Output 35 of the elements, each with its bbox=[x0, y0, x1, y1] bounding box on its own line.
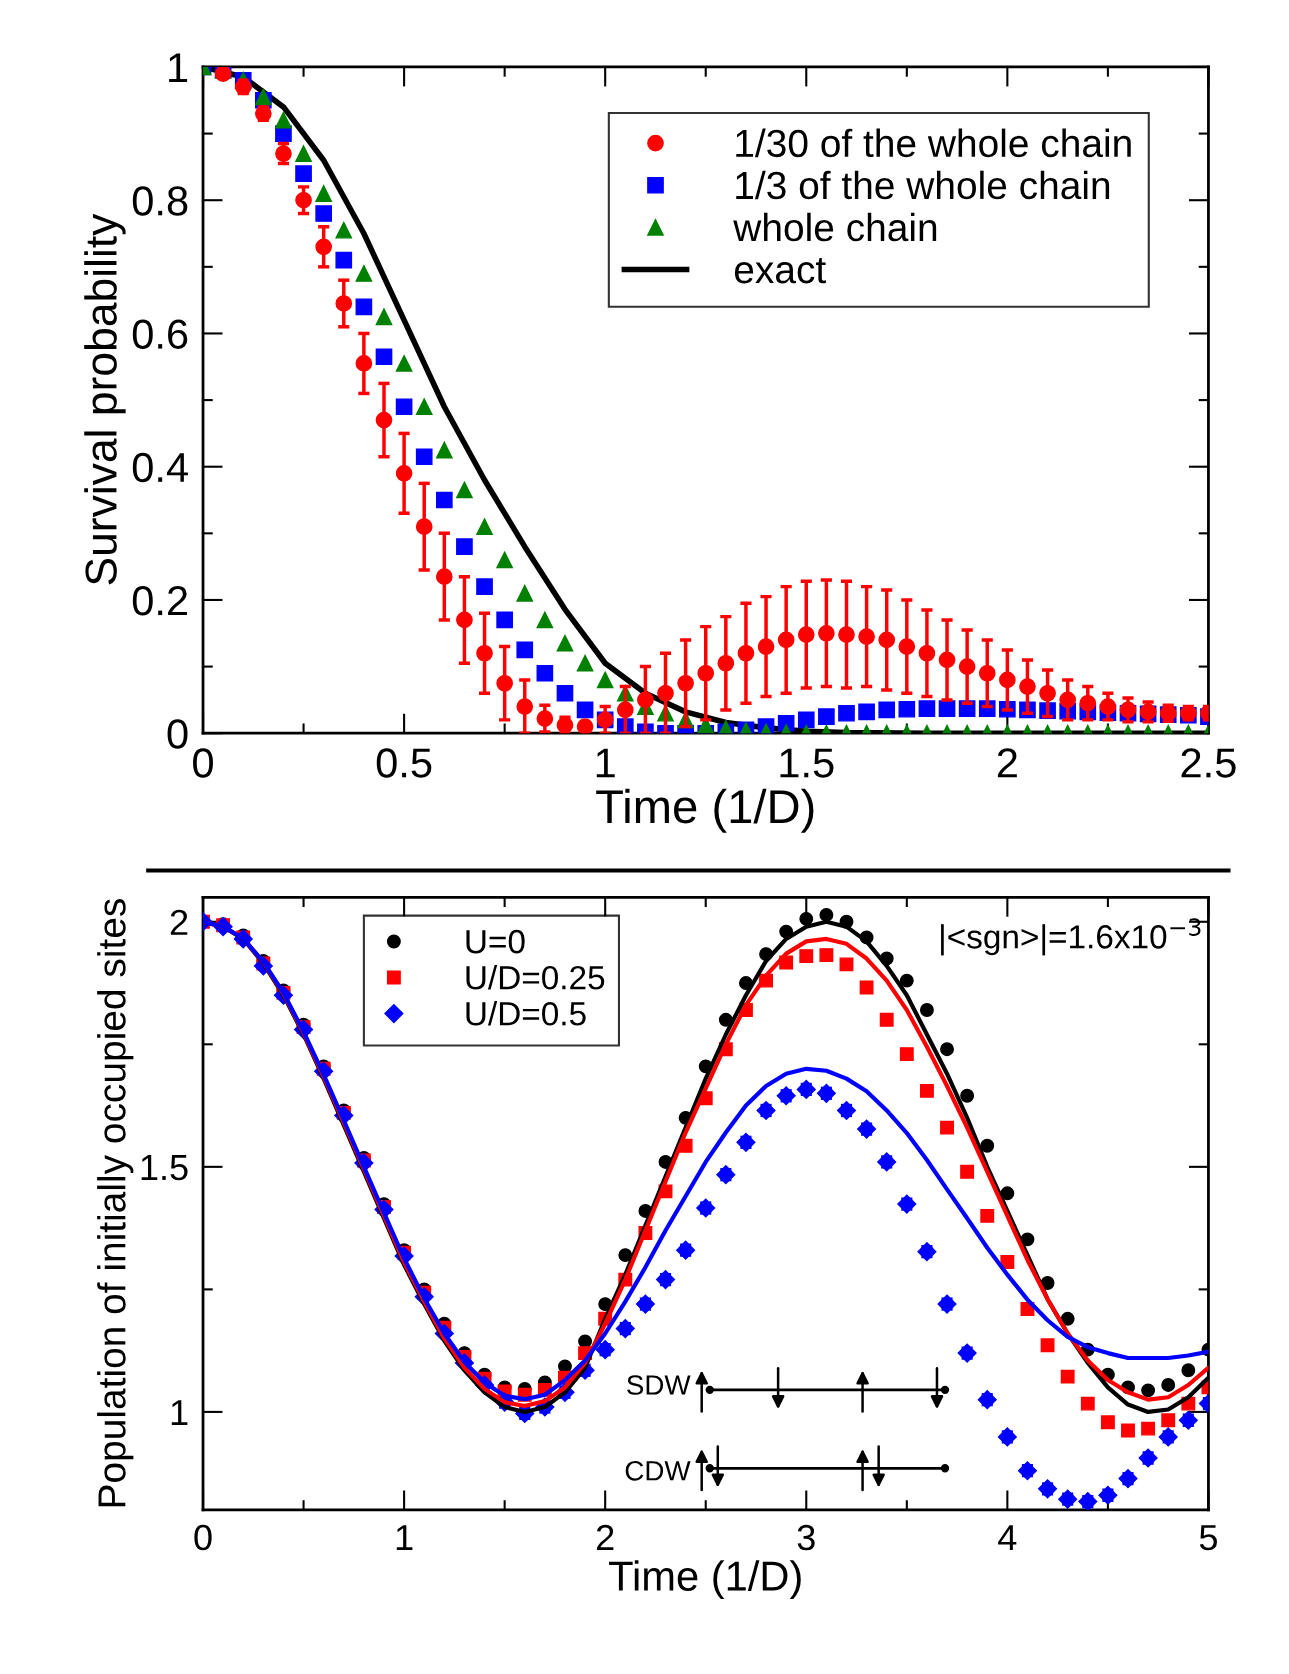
legend-label: 1/30 of the whole chain bbox=[736, 128, 1131, 158]
legend-label: U/D=0.25 bbox=[466, 965, 605, 990]
x-tick-label: 1 bbox=[396, 1525, 413, 1551]
x-tick-label: 1.5 bbox=[780, 748, 834, 778]
x-tick-label: 1 bbox=[596, 748, 615, 778]
y-tick-label: 1.5 bbox=[141, 1155, 188, 1181]
y-axis-title: Population of initially occupied sites bbox=[97, 899, 134, 1507]
x-axis-title: Time (1/D) bbox=[596, 788, 814, 833]
y-tick-label: 0 bbox=[167, 719, 188, 749]
x-tick-label: 5 bbox=[1199, 1525, 1217, 1551]
y-tick-label: 2 bbox=[170, 909, 188, 935]
annotation: CDW bbox=[625, 1460, 691, 1481]
legend-label: U/D=0.5 bbox=[466, 1001, 586, 1026]
x-tick-label: 0 bbox=[193, 748, 213, 778]
y-tick-label: 0.4 bbox=[132, 452, 188, 483]
y-axis-title: Survival probability bbox=[84, 213, 126, 585]
x-tick-label: 3 bbox=[797, 1524, 815, 1551]
y-tick-label: 1 bbox=[169, 53, 188, 83]
x-tick-label: 4 bbox=[998, 1525, 1017, 1551]
x-tick-label: 0.5 bbox=[376, 748, 432, 778]
x-tick-label: 0 bbox=[194, 1524, 212, 1551]
legend-label: exact bbox=[734, 257, 826, 284]
x-axis-title: Time (1/D) bbox=[609, 1560, 801, 1600]
annotation: SDW bbox=[627, 1375, 691, 1395]
legend-label: U=0 bbox=[466, 929, 525, 954]
y-tick-label: 0.6 bbox=[132, 319, 188, 349]
y-tick-label: 1 bbox=[171, 1400, 188, 1425]
annotation: |<sgn>|=1.6x10$^{−3}$ bbox=[941, 918, 1201, 956]
x-tick-label: 2.5 bbox=[1181, 748, 1236, 778]
legend-label: 1/3 of the whole chain bbox=[736, 170, 1110, 200]
y-tick-label: 0.8 bbox=[132, 186, 188, 216]
x-tick-label: 2 bbox=[596, 1524, 614, 1551]
x-tick-label: 2 bbox=[997, 748, 1017, 778]
y-tick-label: 0.2 bbox=[132, 585, 188, 616]
legend-label: whole chain bbox=[733, 212, 937, 242]
